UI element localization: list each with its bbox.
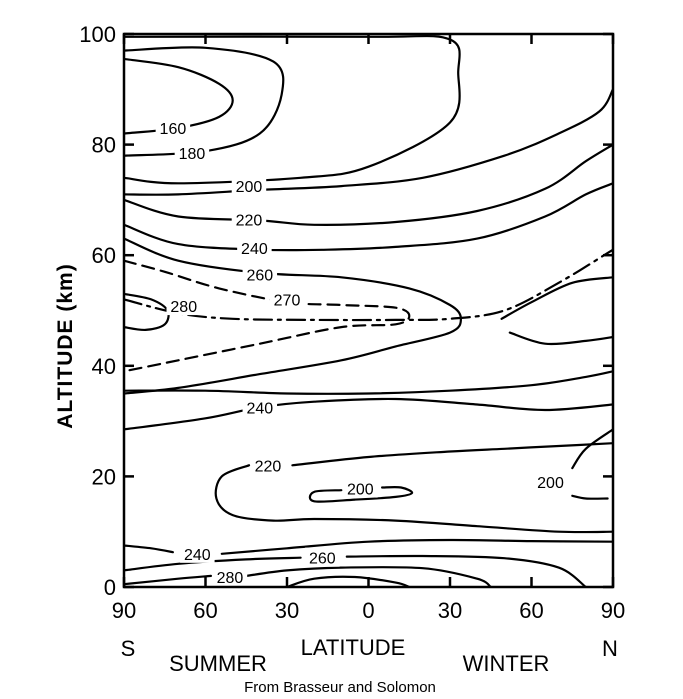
summer-label: SUMMER <box>169 651 267 676</box>
contour-label-bg-14 <box>250 455 286 475</box>
x-end-label-south: S <box>121 636 136 661</box>
contour-line-240-19 <box>124 544 174 554</box>
contour-label-200: 200 <box>537 475 564 492</box>
contour-label-bg-7 <box>269 289 305 309</box>
contour-line-240-5 <box>124 182 613 252</box>
contour-label-280: 280 <box>217 570 244 587</box>
contour-label-180: 180 <box>179 146 206 163</box>
contour-line-220-14 <box>291 442 613 467</box>
contour-label-270: 270 <box>274 292 301 309</box>
contour-line-260-11 <box>508 331 613 346</box>
contour-label-bg-3 <box>231 176 267 196</box>
contour-line-tropopause-9 <box>124 248 613 322</box>
contour-label-240: 240 <box>246 400 273 417</box>
y-tick-label: 60 <box>92 243 116 268</box>
x-tick-label: 60 <box>519 598 543 623</box>
source-credit: From Brasseur and Solomon <box>244 679 436 696</box>
contour-label-bg-1 <box>174 142 210 162</box>
contour-line-200-18 <box>571 494 609 500</box>
x-tick-label: 30 <box>275 598 299 623</box>
y-tick-label: 0 <box>104 575 116 600</box>
contour-line-290-25 <box>285 575 411 587</box>
contour-line-220-15 <box>214 464 613 534</box>
x-tick-label: 90 <box>601 598 625 623</box>
contour-label-bg-4 <box>231 209 267 229</box>
contour-label-220: 220 <box>236 212 263 229</box>
contour-label-bg-19 <box>180 543 215 563</box>
contour-line-180-2 <box>124 34 461 185</box>
contour-label-160: 160 <box>160 121 187 138</box>
contour-label-bg-8 <box>166 296 202 316</box>
contour-line-260-22 <box>345 554 587 587</box>
x-axis-title: LATITUDE <box>301 635 406 660</box>
axis-ticks <box>122 32 615 589</box>
contour-line-280-24 <box>245 566 492 587</box>
contour-label-280: 280 <box>170 299 197 316</box>
x-tick-label: 60 <box>193 598 217 623</box>
contour-line-200-3 <box>124 88 613 196</box>
contour-line-260-10 <box>500 276 613 320</box>
y-tick-label: 40 <box>92 354 116 379</box>
x-tick-label: 0 <box>362 598 374 623</box>
x-end-label-north: N <box>602 636 618 661</box>
contour-line-180-1 <box>124 46 285 157</box>
contour-label-bg-0 <box>155 118 191 138</box>
contour-label-260: 260 <box>309 551 336 568</box>
contour-line-250-12 <box>124 370 613 395</box>
contour-label-bg-13 <box>242 397 278 417</box>
contour-line-270-23 <box>124 574 212 586</box>
x-tick-label: 30 <box>438 598 462 623</box>
contour-line-240-20 <box>220 538 613 555</box>
contour-label-bg-6 <box>242 264 278 284</box>
contour-label-240: 240 <box>184 547 211 564</box>
winter-label: WINTER <box>463 651 550 676</box>
contour-label-bg-5 <box>237 238 272 258</box>
contour-line-270-7 <box>124 259 411 373</box>
contour-lines <box>124 34 613 587</box>
contour-label-bg-17 <box>533 471 568 491</box>
contour-label-240: 240 <box>241 241 268 258</box>
contour-line-200-16 <box>308 485 414 503</box>
y-tick-label: 100 <box>79 22 116 47</box>
contour-line-220-4 <box>124 143 613 226</box>
contour-label-220: 220 <box>255 458 282 475</box>
contour-label-200: 200 <box>236 179 263 196</box>
contour-label-bg-16 <box>343 478 378 498</box>
contour-label-bg-24 <box>212 567 248 587</box>
y-tick-label: 20 <box>92 464 116 489</box>
contour-line-240-13 <box>124 397 613 431</box>
contour-label-200: 200 <box>347 482 374 499</box>
contour-line-280-8 <box>124 292 170 332</box>
contour-line-200-17 <box>571 428 613 470</box>
x-tick-label: 90 <box>112 598 136 623</box>
y-axis-title: ALTITUDE (km) <box>54 263 77 428</box>
contour-label-bg-21 <box>305 547 340 567</box>
y-tick-label: 80 <box>92 133 116 158</box>
contour-label-260: 260 <box>246 268 273 285</box>
